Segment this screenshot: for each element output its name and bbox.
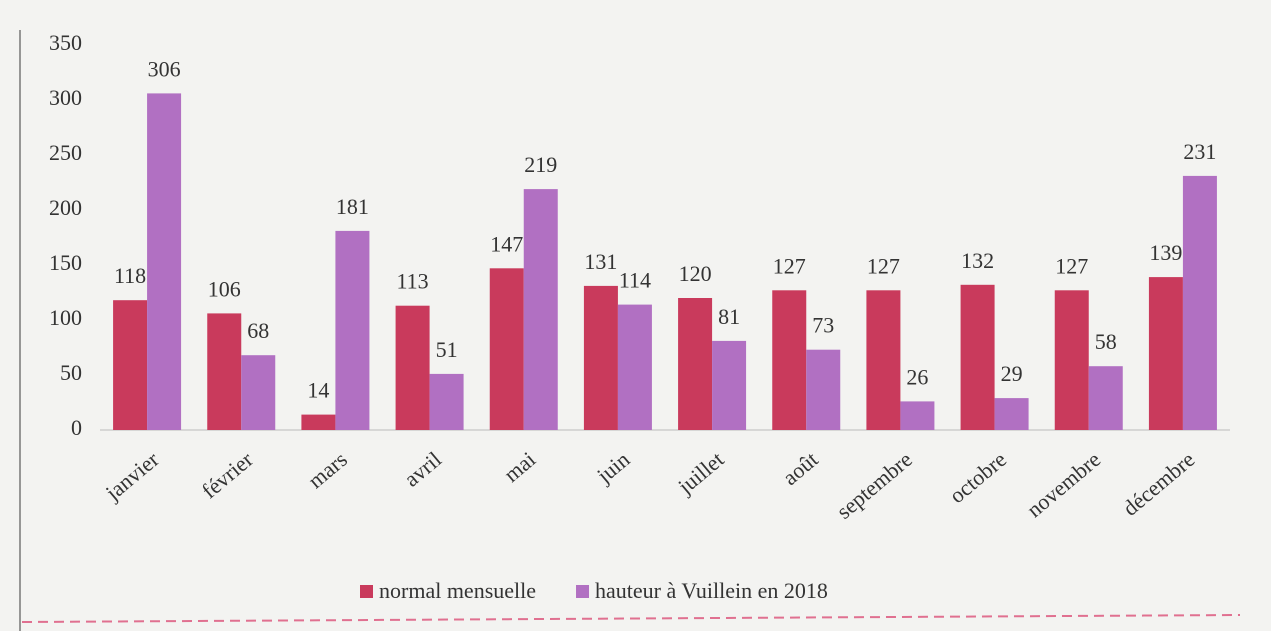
bar xyxy=(524,189,558,430)
y-tick-label: 0 xyxy=(71,415,82,440)
value-label: 14 xyxy=(307,378,329,403)
legend-swatch xyxy=(360,585,373,598)
value-label: 139 xyxy=(1149,240,1182,265)
bar xyxy=(961,285,995,430)
bar xyxy=(1183,176,1217,430)
y-tick-label: 50 xyxy=(60,360,82,385)
value-label: 26 xyxy=(906,364,928,389)
legend-label: hauteur à Vuillein en 2018 xyxy=(595,578,828,603)
value-label: 106 xyxy=(208,276,241,301)
legend-label: normal mensuelle xyxy=(379,578,536,603)
y-tick-label: 200 xyxy=(49,195,82,220)
bar xyxy=(490,268,524,430)
page: 050100150200250300350janvier118306févrie… xyxy=(0,0,1271,631)
value-label: 131 xyxy=(584,249,617,274)
bar xyxy=(396,306,430,430)
value-label: 147 xyxy=(490,231,523,256)
bar xyxy=(866,290,900,430)
chart: 050100150200250300350janvier118306févrie… xyxy=(0,0,1271,631)
y-tick-label: 100 xyxy=(49,305,82,330)
bar xyxy=(712,341,746,430)
value-label: 120 xyxy=(679,261,712,286)
value-label: 231 xyxy=(1183,139,1216,164)
bar xyxy=(241,355,275,430)
bar xyxy=(900,401,934,430)
y-tick-label: 250 xyxy=(49,140,82,165)
value-label: 127 xyxy=(1055,253,1088,278)
bar xyxy=(678,298,712,430)
bar xyxy=(430,374,464,430)
value-label: 29 xyxy=(1001,361,1023,386)
legend-swatch xyxy=(576,585,589,598)
value-label: 219 xyxy=(524,152,557,177)
value-label: 51 xyxy=(436,337,458,362)
bar xyxy=(618,305,652,430)
bar xyxy=(806,350,840,430)
bar xyxy=(1089,366,1123,430)
value-label: 127 xyxy=(867,253,900,278)
value-label: 118 xyxy=(114,263,146,288)
value-label: 114 xyxy=(619,268,651,293)
value-label: 68 xyxy=(247,318,269,343)
bar xyxy=(147,93,181,430)
bar xyxy=(584,286,618,430)
y-tick-label: 350 xyxy=(49,30,82,55)
bar xyxy=(1149,277,1183,430)
bar xyxy=(335,231,369,430)
value-label: 306 xyxy=(148,56,181,81)
bar xyxy=(995,398,1029,430)
bar xyxy=(772,290,806,430)
bar xyxy=(1055,290,1089,430)
value-label: 127 xyxy=(773,253,806,278)
value-label: 58 xyxy=(1095,329,1117,354)
y-tick-label: 150 xyxy=(49,250,82,275)
value-label: 113 xyxy=(396,269,428,294)
y-tick-label: 300 xyxy=(49,85,82,110)
value-label: 81 xyxy=(718,304,740,329)
bar xyxy=(113,300,147,430)
value-label: 181 xyxy=(336,194,369,219)
value-label: 73 xyxy=(812,313,834,338)
bar xyxy=(207,313,241,430)
bar xyxy=(301,415,335,430)
value-label: 132 xyxy=(961,248,994,273)
